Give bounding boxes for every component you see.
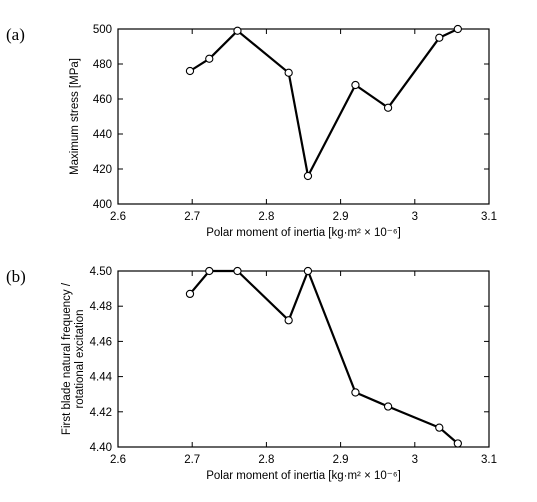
x-axis-title: Polar moment of inertia [kg·m² × 10⁻⁶] <box>206 227 401 239</box>
data-point <box>351 388 360 397</box>
y-tick-label: 440 <box>93 129 112 141</box>
plot-frame <box>117 28 490 205</box>
y-tick-label: 460 <box>93 94 112 106</box>
data-point <box>303 266 313 276</box>
x-tick-label: 2.9 <box>333 211 349 223</box>
y-tick-label: 420 <box>93 164 112 176</box>
x-tick-label: 2.6 <box>110 211 126 223</box>
y-tick-label: 4.40 <box>90 442 112 454</box>
data-point <box>185 289 195 299</box>
data-point <box>303 171 313 181</box>
data-point <box>233 266 242 276</box>
x-tick-label: 2.8 <box>258 454 274 466</box>
x-tick-label: 2.7 <box>184 211 200 223</box>
y-axis-title-line: rotational excitation <box>74 309 86 408</box>
data-point <box>383 103 393 112</box>
data-point <box>351 80 360 90</box>
data-point <box>205 266 214 276</box>
y-tick-label: 4.42 <box>90 407 112 419</box>
x-tick-label: 3 <box>412 211 418 223</box>
x-tick-label: 2.9 <box>333 454 349 466</box>
data-point <box>205 54 214 63</box>
x-tick-label: 3.1 <box>481 454 497 466</box>
data-point <box>233 26 242 35</box>
panel-label: (a) <box>6 25 25 44</box>
data-point <box>453 439 462 448</box>
y-tick-label: 4.50 <box>90 266 112 278</box>
data-point <box>185 66 195 76</box>
data-point <box>284 316 293 325</box>
data-point <box>383 402 393 411</box>
x-tick-label: 2.6 <box>110 454 126 466</box>
y-tick-label: 400 <box>93 199 112 211</box>
y-tick-label: 4.46 <box>90 336 112 348</box>
y-tick-label: 500 <box>93 24 112 36</box>
data-point <box>284 68 293 77</box>
panel-label: (b) <box>6 267 26 286</box>
plot-frame <box>117 270 490 448</box>
x-tick-label: 2.7 <box>184 454 200 466</box>
y-axis-title: Maximum stress [MPa] <box>69 58 81 175</box>
x-tick-label: 2.8 <box>258 211 274 223</box>
series-line <box>189 28 459 178</box>
y-axis-title-line: First blade natural frequency / <box>61 282 73 435</box>
y-tick-label: 4.48 <box>90 301 112 313</box>
x-tick-label: 3.1 <box>481 211 497 223</box>
series-line <box>189 269 459 445</box>
chart-panel-a: (a) 2.6 2.7 2.8 2.9 3 3.1 400 420 440 460 480 500 Pol… <box>6 24 497 239</box>
chart-panel-b: (b) 2.6 2.7 2.8 2.9 3 3.1 4.40 4.42 4.44 4.46 4.48 4… <box>6 266 497 482</box>
y-tick-label: 4.44 <box>90 372 113 384</box>
x-axis-title: Polar moment of inertia [kg·m² × 10⁻⁶] <box>206 470 401 482</box>
y-tick-label: 480 <box>93 59 112 71</box>
data-point <box>453 24 462 34</box>
data-point <box>435 33 444 42</box>
data-point <box>435 423 444 432</box>
x-tick-label: 3 <box>412 454 418 466</box>
